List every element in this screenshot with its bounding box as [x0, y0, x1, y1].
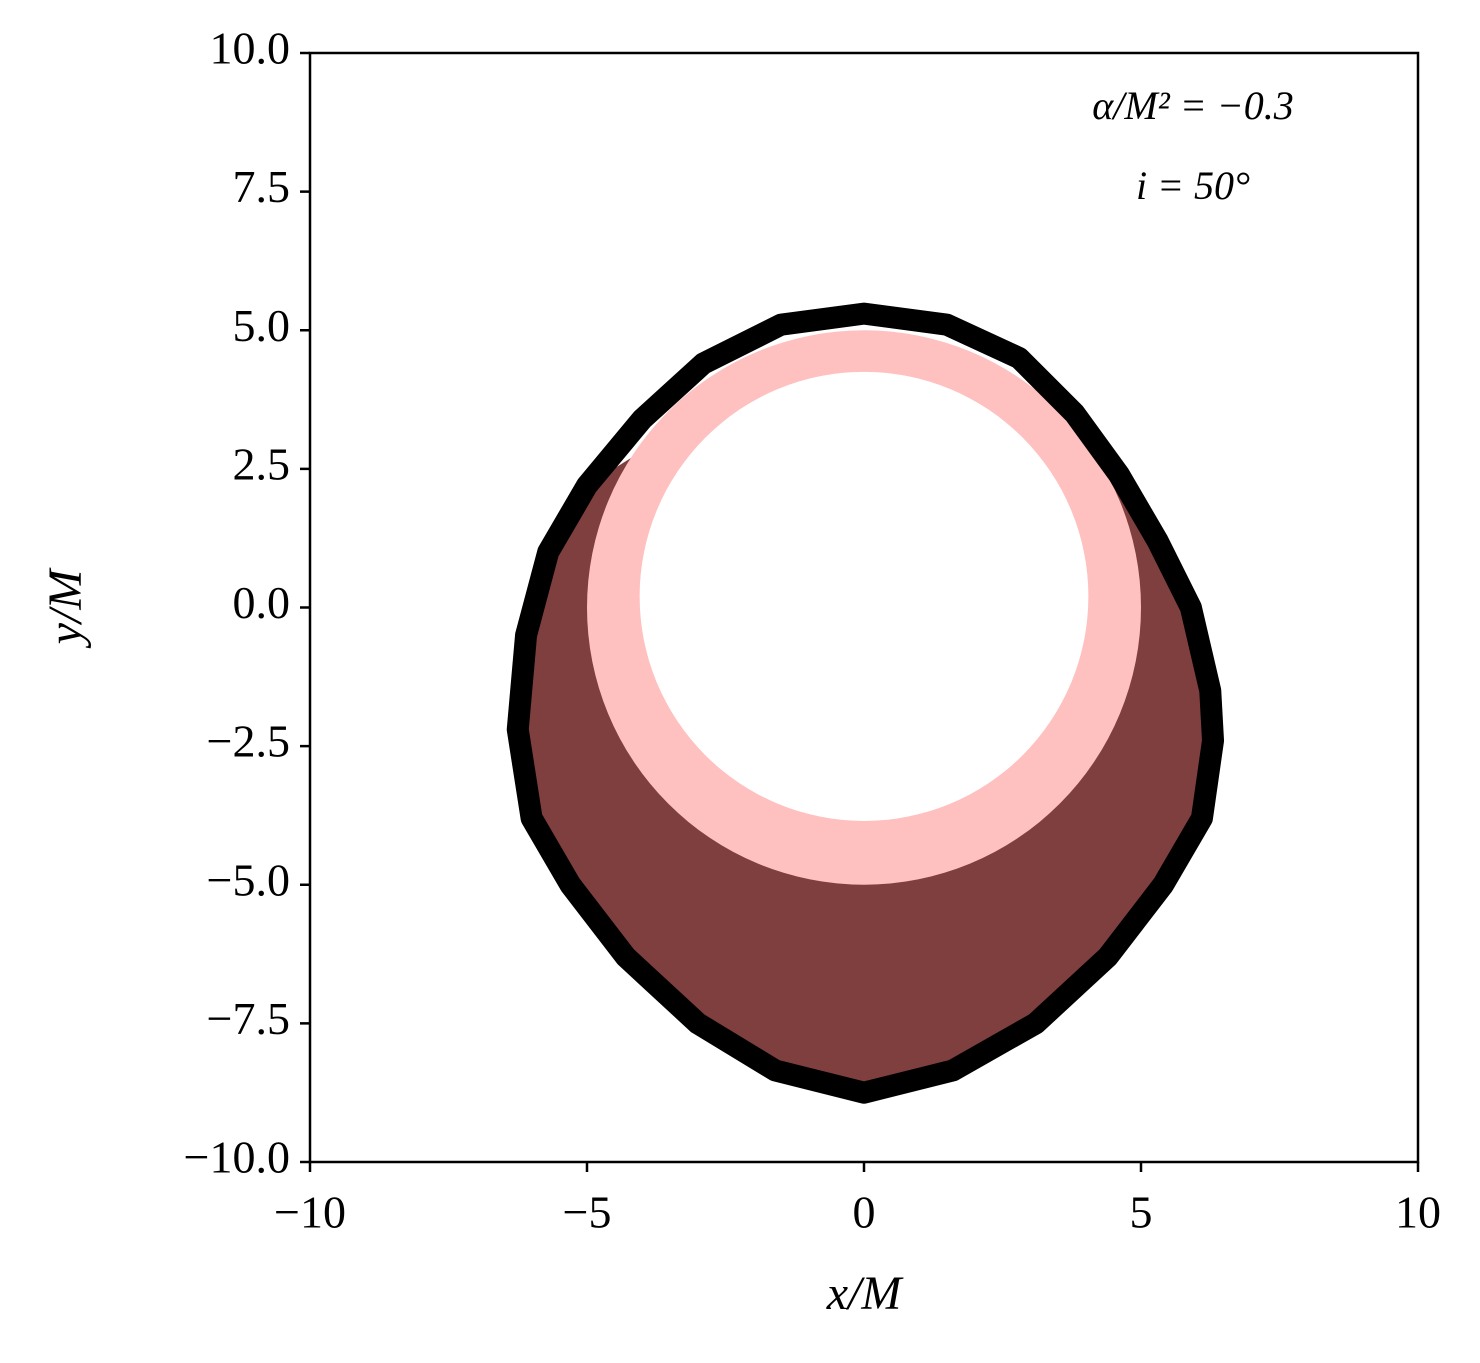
x-tick-label: 5	[1130, 1187, 1153, 1238]
y-tick-label: 5.0	[233, 300, 291, 351]
x-tick-label: 0	[853, 1187, 876, 1238]
plot-area	[506, 302, 1225, 1104]
annotation: i = 50°	[1136, 163, 1250, 208]
x-axis-label: x/M	[826, 1267, 905, 1320]
y-tick-label: −2.5	[207, 716, 290, 767]
circle	[639, 371, 1089, 821]
y-tick-label: 0.0	[233, 577, 291, 628]
y-tick-label: −10.0	[184, 1132, 290, 1183]
y-tick-label: −7.5	[207, 993, 290, 1044]
x-tick-label: −10	[274, 1187, 346, 1238]
y-tick-label: 7.5	[233, 161, 291, 212]
x-tick-label: −5	[563, 1187, 612, 1238]
annotation: α/M² = −0.3	[1092, 83, 1293, 128]
y-tick-label: −5.0	[207, 854, 290, 905]
y-axis-label: y/M	[39, 567, 92, 650]
y-tick-label: 10.0	[210, 23, 291, 74]
curve	[506, 302, 1225, 1104]
x-tick-label: 10	[1395, 1187, 1441, 1238]
y-tick-label: 2.5	[233, 438, 291, 489]
